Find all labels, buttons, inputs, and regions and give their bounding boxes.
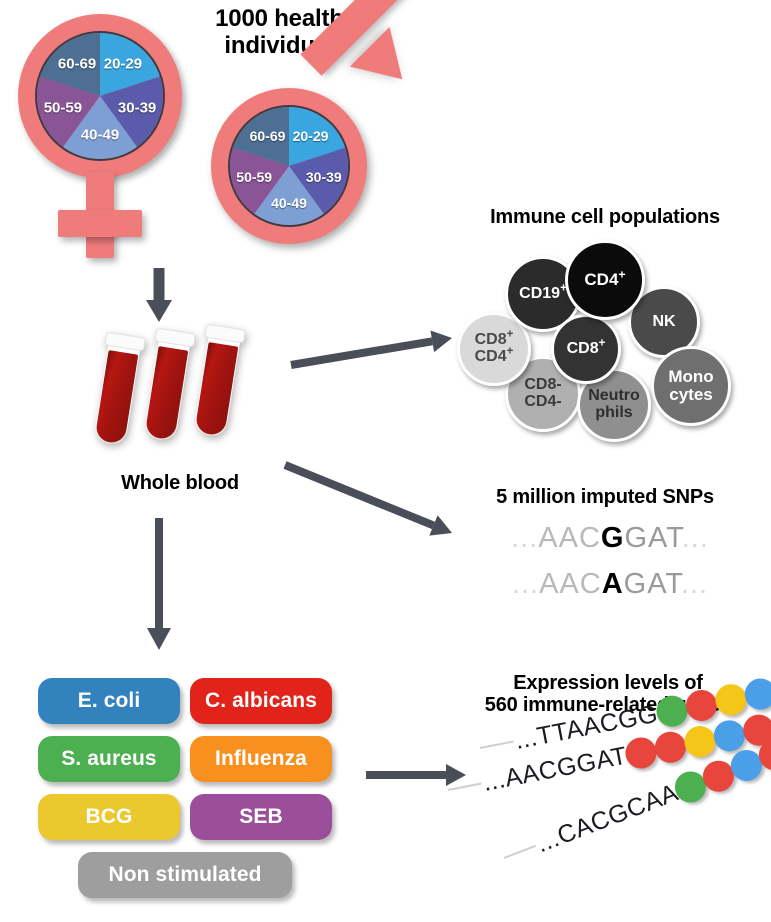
stimulus-label: S. aureus [61, 747, 157, 770]
arrow-stimuli-to-expression [366, 764, 466, 786]
pie-slice-50-59 [37, 76, 100, 147]
gene-expression-strands: ...TTAACGG ...AACGGAT ...CACGCAA [447, 675, 771, 916]
strand-leader-line [479, 740, 514, 749]
pie-slice-label-60-69: 60-69 [57, 55, 97, 73]
whole-blood-tubes [93, 323, 278, 453]
pie-slice-label-40-49: 40-49 [271, 194, 307, 211]
snp-sequence-row: ...AACGGAT... [470, 522, 750, 555]
stimuli-panel: E. coli C. albicans S. aureus Influenza BCG S… [38, 678, 338, 898]
pie-slice-50-59 [230, 147, 289, 214]
stimulus-label: C. albicans [205, 689, 317, 712]
immune-cell-cd4: CD4+ [565, 240, 645, 320]
pie-slice-label-20-29: 20-29 [103, 55, 143, 73]
immune-cell-label: CD8+ CD4+ [474, 329, 514, 365]
stimulus-label: E. coli [77, 689, 141, 712]
arrow-blood-to-stimuli [147, 518, 171, 650]
strand-sequence-text: ...CACGCAA [532, 777, 683, 858]
pie-slice-20-29 [100, 33, 160, 96]
pie-slice-label-40-49: 40-49 [80, 126, 120, 144]
stimulus-pill-calbicans[interactable]: C. albicans [190, 678, 332, 724]
arrow-blood-to-snps [283, 461, 452, 536]
strand-bead-yellow [681, 722, 719, 760]
stimulus-label: SEB [239, 805, 283, 828]
immune-cell-label: CD4+ [584, 267, 626, 290]
snp-prefix-ellipsis: ... [511, 522, 539, 554]
stimulus-pill-ecoli[interactable]: E. coli [38, 678, 180, 724]
immune-cell-label: CD8- CD4- [524, 376, 562, 410]
immune-cell-mono: Mono cytes [651, 346, 731, 426]
pie-slice-label-50-59: 50-59 [236, 169, 273, 186]
pie-slice-label-30-39: 30-39 [305, 169, 342, 186]
arrow-blood-to-immune-cells [290, 330, 452, 369]
snps-title: 5 million imputed SNPs [496, 486, 714, 508]
snp-bases-before: AAC [539, 568, 602, 600]
stimulus-pill-bcg[interactable]: BCG [38, 794, 180, 840]
immune-cell-populations-title: Immune cell populations [490, 206, 720, 228]
strand-bead-blue [741, 675, 771, 712]
pie-slice-40-49 [254, 166, 324, 225]
immune-cell-label: NK [652, 312, 676, 330]
pie-slices-male [230, 107, 348, 225]
immune-cell-label: Neutro phils [588, 387, 640, 421]
blood-tube [189, 318, 247, 441]
immune-cell-cluster: CD19+ CD4+ CD8+ CD4+ CD8+ NK CD8- CD4- Neutro phi… [455, 238, 755, 442]
stimulus-label: Non stimulated [108, 863, 262, 886]
female-gender-symbol: 20-29 30-39 40-49 50-59 60-69 [12, 14, 212, 264]
blood-tube [139, 322, 197, 445]
snp-bases-after: GAT [623, 568, 681, 600]
stimulus-pill-influenza[interactable]: Influenza [190, 736, 332, 782]
immune-cell-cd8: CD8+ CD4+ [457, 312, 531, 386]
snp-sequence-row: ...AACAGAT... [470, 568, 750, 601]
strand-leader-line [503, 844, 537, 859]
strand-leader-line [447, 782, 482, 791]
stimulus-label: Influenza [215, 747, 307, 770]
blood-tube [89, 326, 147, 449]
immune-cell-cd8: CD8+ [551, 314, 621, 384]
snp-variant-base: G [600, 522, 625, 554]
arrow-cohort-to-blood [146, 268, 172, 322]
pie-slice-label-30-39: 30-39 [117, 99, 157, 117]
pie-slice-60-69 [40, 33, 100, 96]
pie-slice-30-39 [289, 147, 348, 214]
whole-blood-label: Whole blood [121, 472, 239, 494]
immune-cell-label: CD8+ [566, 337, 606, 357]
pie-slice-label-50-59: 50-59 [43, 99, 83, 117]
age-distribution-pie-male [228, 105, 350, 227]
pie-slice-60-69 [232, 107, 289, 166]
pie-slice-40-49 [62, 96, 138, 159]
snp-bases-before: AAC [538, 522, 601, 554]
snp-prefix-ellipsis: ... [511, 568, 540, 600]
male-gender-symbol: 20-29 30-39 40-49 50-59 60-69 [207, 0, 437, 268]
snp-suffix-ellipsis: ... [681, 522, 709, 554]
stimulus-pill-saureus[interactable]: S. aureus [38, 736, 180, 782]
pie-slices-female [37, 33, 163, 159]
female-symbol-cross-bar [58, 210, 142, 237]
pie-slice-label-20-29: 20-29 [292, 128, 329, 145]
stimulus-pill-seb[interactable]: SEB [190, 794, 332, 840]
snp-bases-after: GAT [624, 522, 682, 554]
pie-slice-20-29 [289, 107, 346, 166]
age-distribution-pie-female [35, 31, 165, 161]
snp-variant-base: A [601, 568, 624, 600]
pie-slice-30-39 [100, 76, 163, 147]
strand-bead-red [652, 728, 689, 765]
immune-cell-label: CD19+ [519, 282, 567, 302]
stimulus-pill-nonstimulated[interactable]: Non stimulated [78, 852, 292, 898]
immune-cell-label: Mono cytes [668, 367, 714, 404]
snp-sequences: ...AACGGAT... ...AACAGAT... [470, 522, 750, 614]
stimulus-label: BCG [85, 805, 133, 828]
pie-slice-label-60-69: 60-69 [249, 128, 286, 145]
snp-suffix-ellipsis: ... [680, 568, 709, 600]
